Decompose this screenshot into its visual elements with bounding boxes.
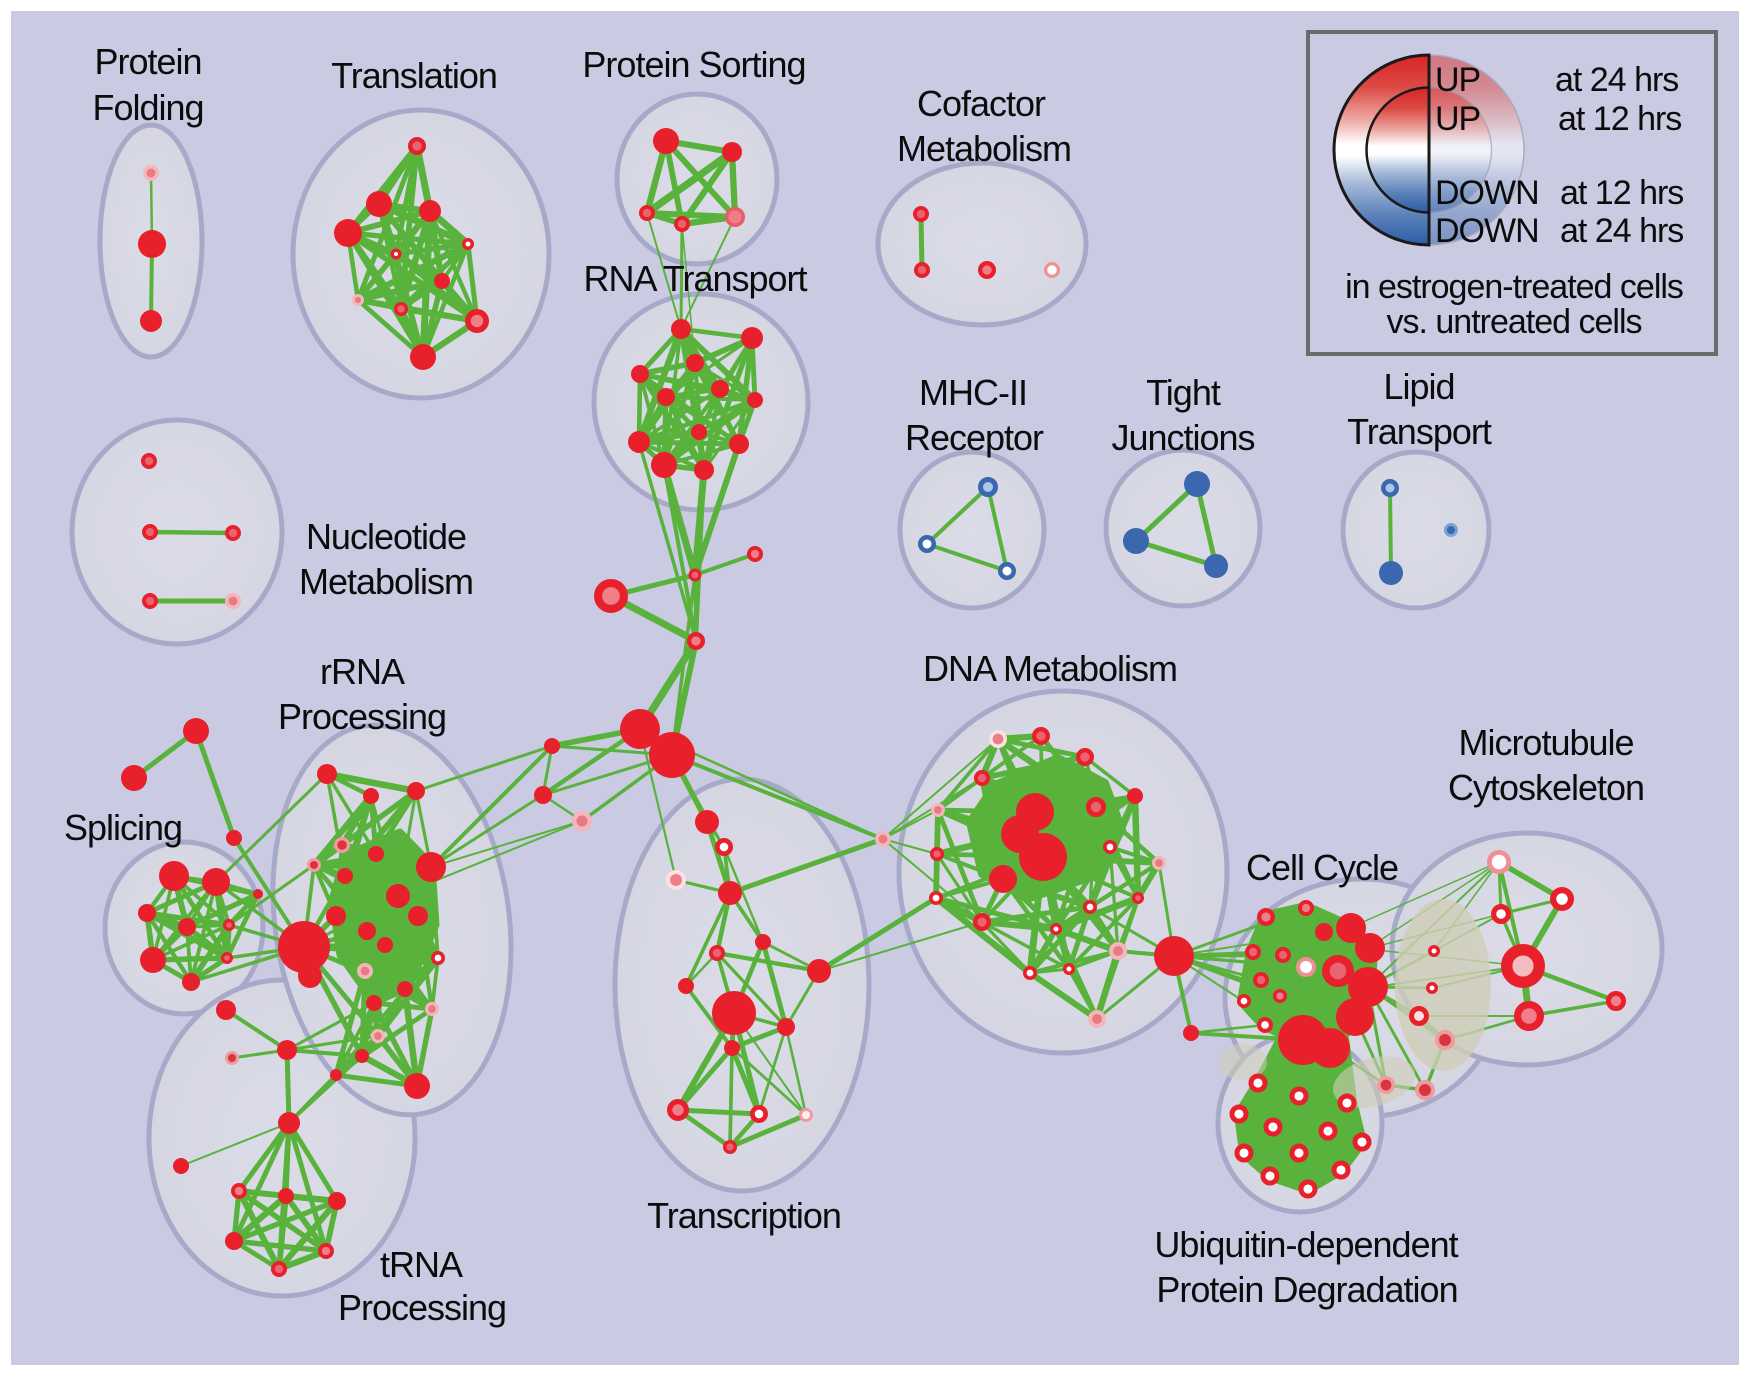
svg-text:Cofactor: Cofactor xyxy=(917,83,1046,124)
svg-text:Nucleotide: Nucleotide xyxy=(306,516,466,557)
svg-text:Receptor: Receptor xyxy=(905,417,1044,458)
svg-text:Ubiquitin-dependent: Ubiquitin-dependent xyxy=(1154,1224,1458,1265)
svg-text:at 12 hrs: at 12 hrs xyxy=(1558,100,1681,138)
svg-text:Splicing: Splicing xyxy=(64,807,182,848)
svg-text:Cytoskeleton: Cytoskeleton xyxy=(1448,767,1644,808)
svg-text:UP: UP xyxy=(1435,61,1480,99)
svg-text:UP: UP xyxy=(1435,100,1480,138)
svg-text:Translation: Translation xyxy=(331,55,497,96)
svg-text:at 24 hrs: at 24 hrs xyxy=(1560,212,1683,250)
svg-text:Metabolism: Metabolism xyxy=(897,128,1071,169)
svg-text:DOWN: DOWN xyxy=(1435,174,1539,212)
svg-text:Protein: Protein xyxy=(94,41,201,82)
svg-text:Folding: Folding xyxy=(92,87,203,128)
svg-text:Tight: Tight xyxy=(1146,372,1221,413)
svg-text:at 12 hrs: at 12 hrs xyxy=(1560,174,1683,212)
svg-text:Microtubule: Microtubule xyxy=(1458,722,1633,763)
svg-text:Processing: Processing xyxy=(278,696,446,737)
svg-text:Protein Degradation: Protein Degradation xyxy=(1156,1269,1457,1310)
svg-text:MHC-II: MHC-II xyxy=(919,372,1027,413)
svg-text:Transcription: Transcription xyxy=(647,1195,841,1236)
svg-text:DOWN: DOWN xyxy=(1435,212,1539,250)
svg-text:vs. untreated cells: vs. untreated cells xyxy=(1386,303,1641,341)
svg-text:Cell Cycle: Cell Cycle xyxy=(1246,847,1398,888)
svg-text:Junctions: Junctions xyxy=(1111,417,1254,458)
svg-text:RNA Transport: RNA Transport xyxy=(583,258,807,299)
svg-text:rRNA: rRNA xyxy=(320,651,405,692)
svg-text:at 24 hrs: at 24 hrs xyxy=(1555,61,1678,99)
svg-text:Transport: Transport xyxy=(1347,411,1492,452)
svg-text:Lipid: Lipid xyxy=(1383,366,1454,407)
svg-text:Processing: Processing xyxy=(338,1287,506,1328)
svg-text:in estrogen-treated cells: in estrogen-treated cells xyxy=(1345,268,1683,306)
svg-text:Protein Sorting: Protein Sorting xyxy=(582,44,805,85)
svg-text:tRNA: tRNA xyxy=(380,1244,463,1285)
svg-text:DNA Metabolism: DNA Metabolism xyxy=(923,648,1177,689)
svg-text:Metabolism: Metabolism xyxy=(299,561,473,602)
